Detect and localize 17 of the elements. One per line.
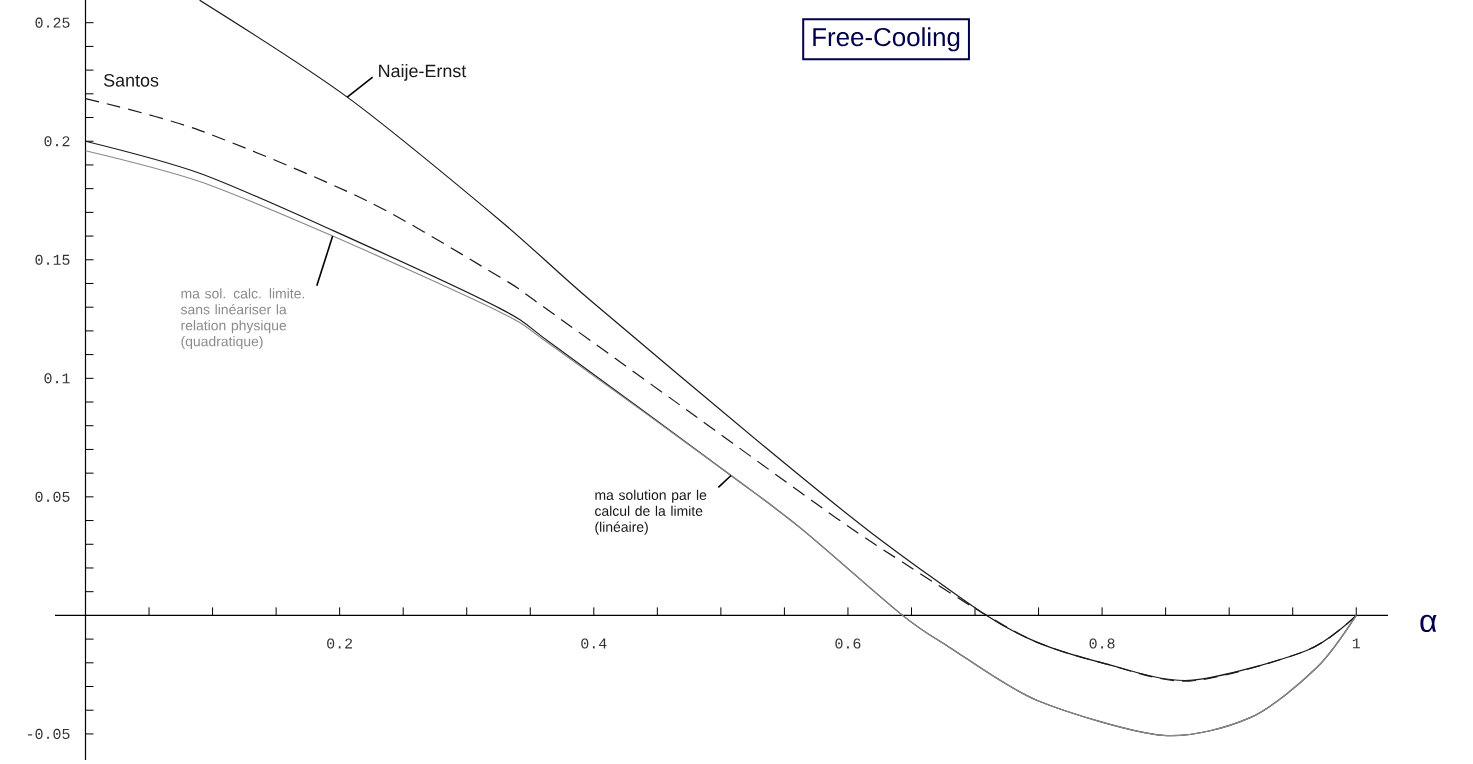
y-tick-label: 0.2: [44, 136, 70, 147]
x-axis-title: α: [1420, 614, 1437, 633]
text: Free-Cooling: [813, 27, 960, 52]
y-tick-label: 0.15: [35, 254, 70, 265]
x-tick-label: 1: [1352, 638, 1361, 649]
x-tick-label: 0.6: [835, 638, 861, 649]
x-tick-label: 0.2: [327, 638, 353, 649]
series-label: ma solution par le calcul de la limite (linéaire): [595, 489, 707, 535]
y-tick-label: -0.05: [28, 728, 70, 739]
text: ma sol. calc. limite. sans linéariser la relation physique (quadratique): [180, 288, 305, 350]
y-tick-label: 0.25: [35, 17, 70, 28]
y-tick-label: 0.1: [44, 373, 70, 384]
series-label: Santos: [103, 73, 159, 87]
x-tick-label: 0.8: [1089, 638, 1115, 649]
series-label: Naije-Ernst: [379, 64, 467, 81]
x-tick-label: 0.4: [581, 638, 607, 649]
y-tick-label: 0.05: [35, 491, 70, 502]
